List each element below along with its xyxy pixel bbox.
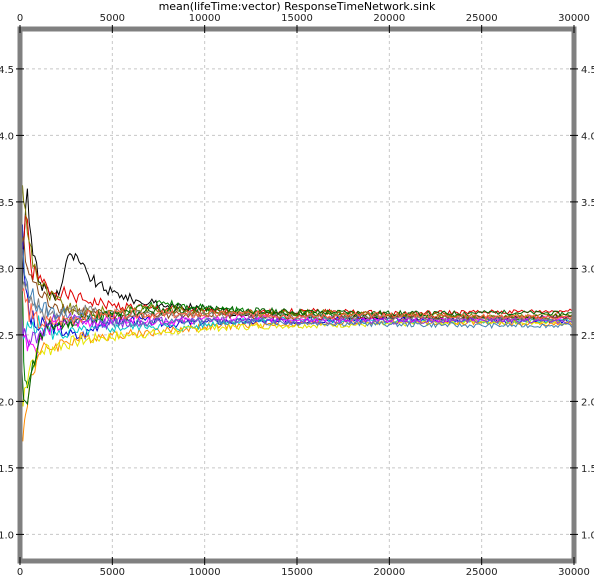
x-tick-label-bottom: 5000 [100,567,125,578]
y-tick-label-right: 1.0 [581,530,594,541]
y-tick-label-right: 4.0 [581,131,594,142]
x-tick-label-top: 25000 [466,13,498,24]
y-tick-label-left: 3.0 [0,264,14,275]
y-tick-label-left: 3.5 [0,198,14,209]
series-line [20,303,574,406]
x-tick-label-top: 15000 [281,13,313,24]
y-tick-label-right: 2.5 [581,331,594,342]
x-tick-label-top: 0 [17,13,23,24]
axis-tick-labels: 0 0 5000 5000 10000 10000 15000 15000 20000 20000… [0,13,594,578]
y-tick-label-left: 1.5 [0,464,14,475]
x-tick-label-bottom: 0 [17,567,23,578]
x-tick-label-bottom: 10000 [189,567,221,578]
series-line [20,281,574,329]
x-tick-label-top: 10000 [189,13,221,24]
x-tick-label-top: 20000 [373,13,405,24]
y-tick-label-left: 1.0 [0,530,14,541]
y-tick-label-right: 3.0 [581,264,594,275]
y-tick-label-right: 4.5 [581,65,594,76]
grid-lines [19,29,575,561]
x-tick-label-top: 30000 [558,13,590,24]
y-tick-label-left: 4.5 [0,65,14,76]
y-tick-label-right: 1.5 [581,464,594,475]
y-tick-label-left: 2.0 [0,397,14,408]
x-tick-label-bottom: 30000 [558,567,590,578]
axis-ticks [16,25,578,565]
chart-title: mean(lifeTime:vector) ResponseTimeNetwor… [159,0,436,13]
x-tick-label-bottom: 25000 [466,567,498,578]
y-tick-label-left: 2.5 [0,331,14,342]
series-lines [20,42,574,508]
y-tick-label-right: 2.0 [581,397,594,408]
x-tick-label-bottom: 15000 [281,567,313,578]
series-line [20,303,574,348]
y-tick-label-left: 4.0 [0,131,14,142]
x-tick-label-top: 5000 [100,13,125,24]
y-tick-label-right: 3.5 [581,198,594,209]
x-tick-label-bottom: 20000 [373,567,405,578]
series-line [20,319,574,407]
